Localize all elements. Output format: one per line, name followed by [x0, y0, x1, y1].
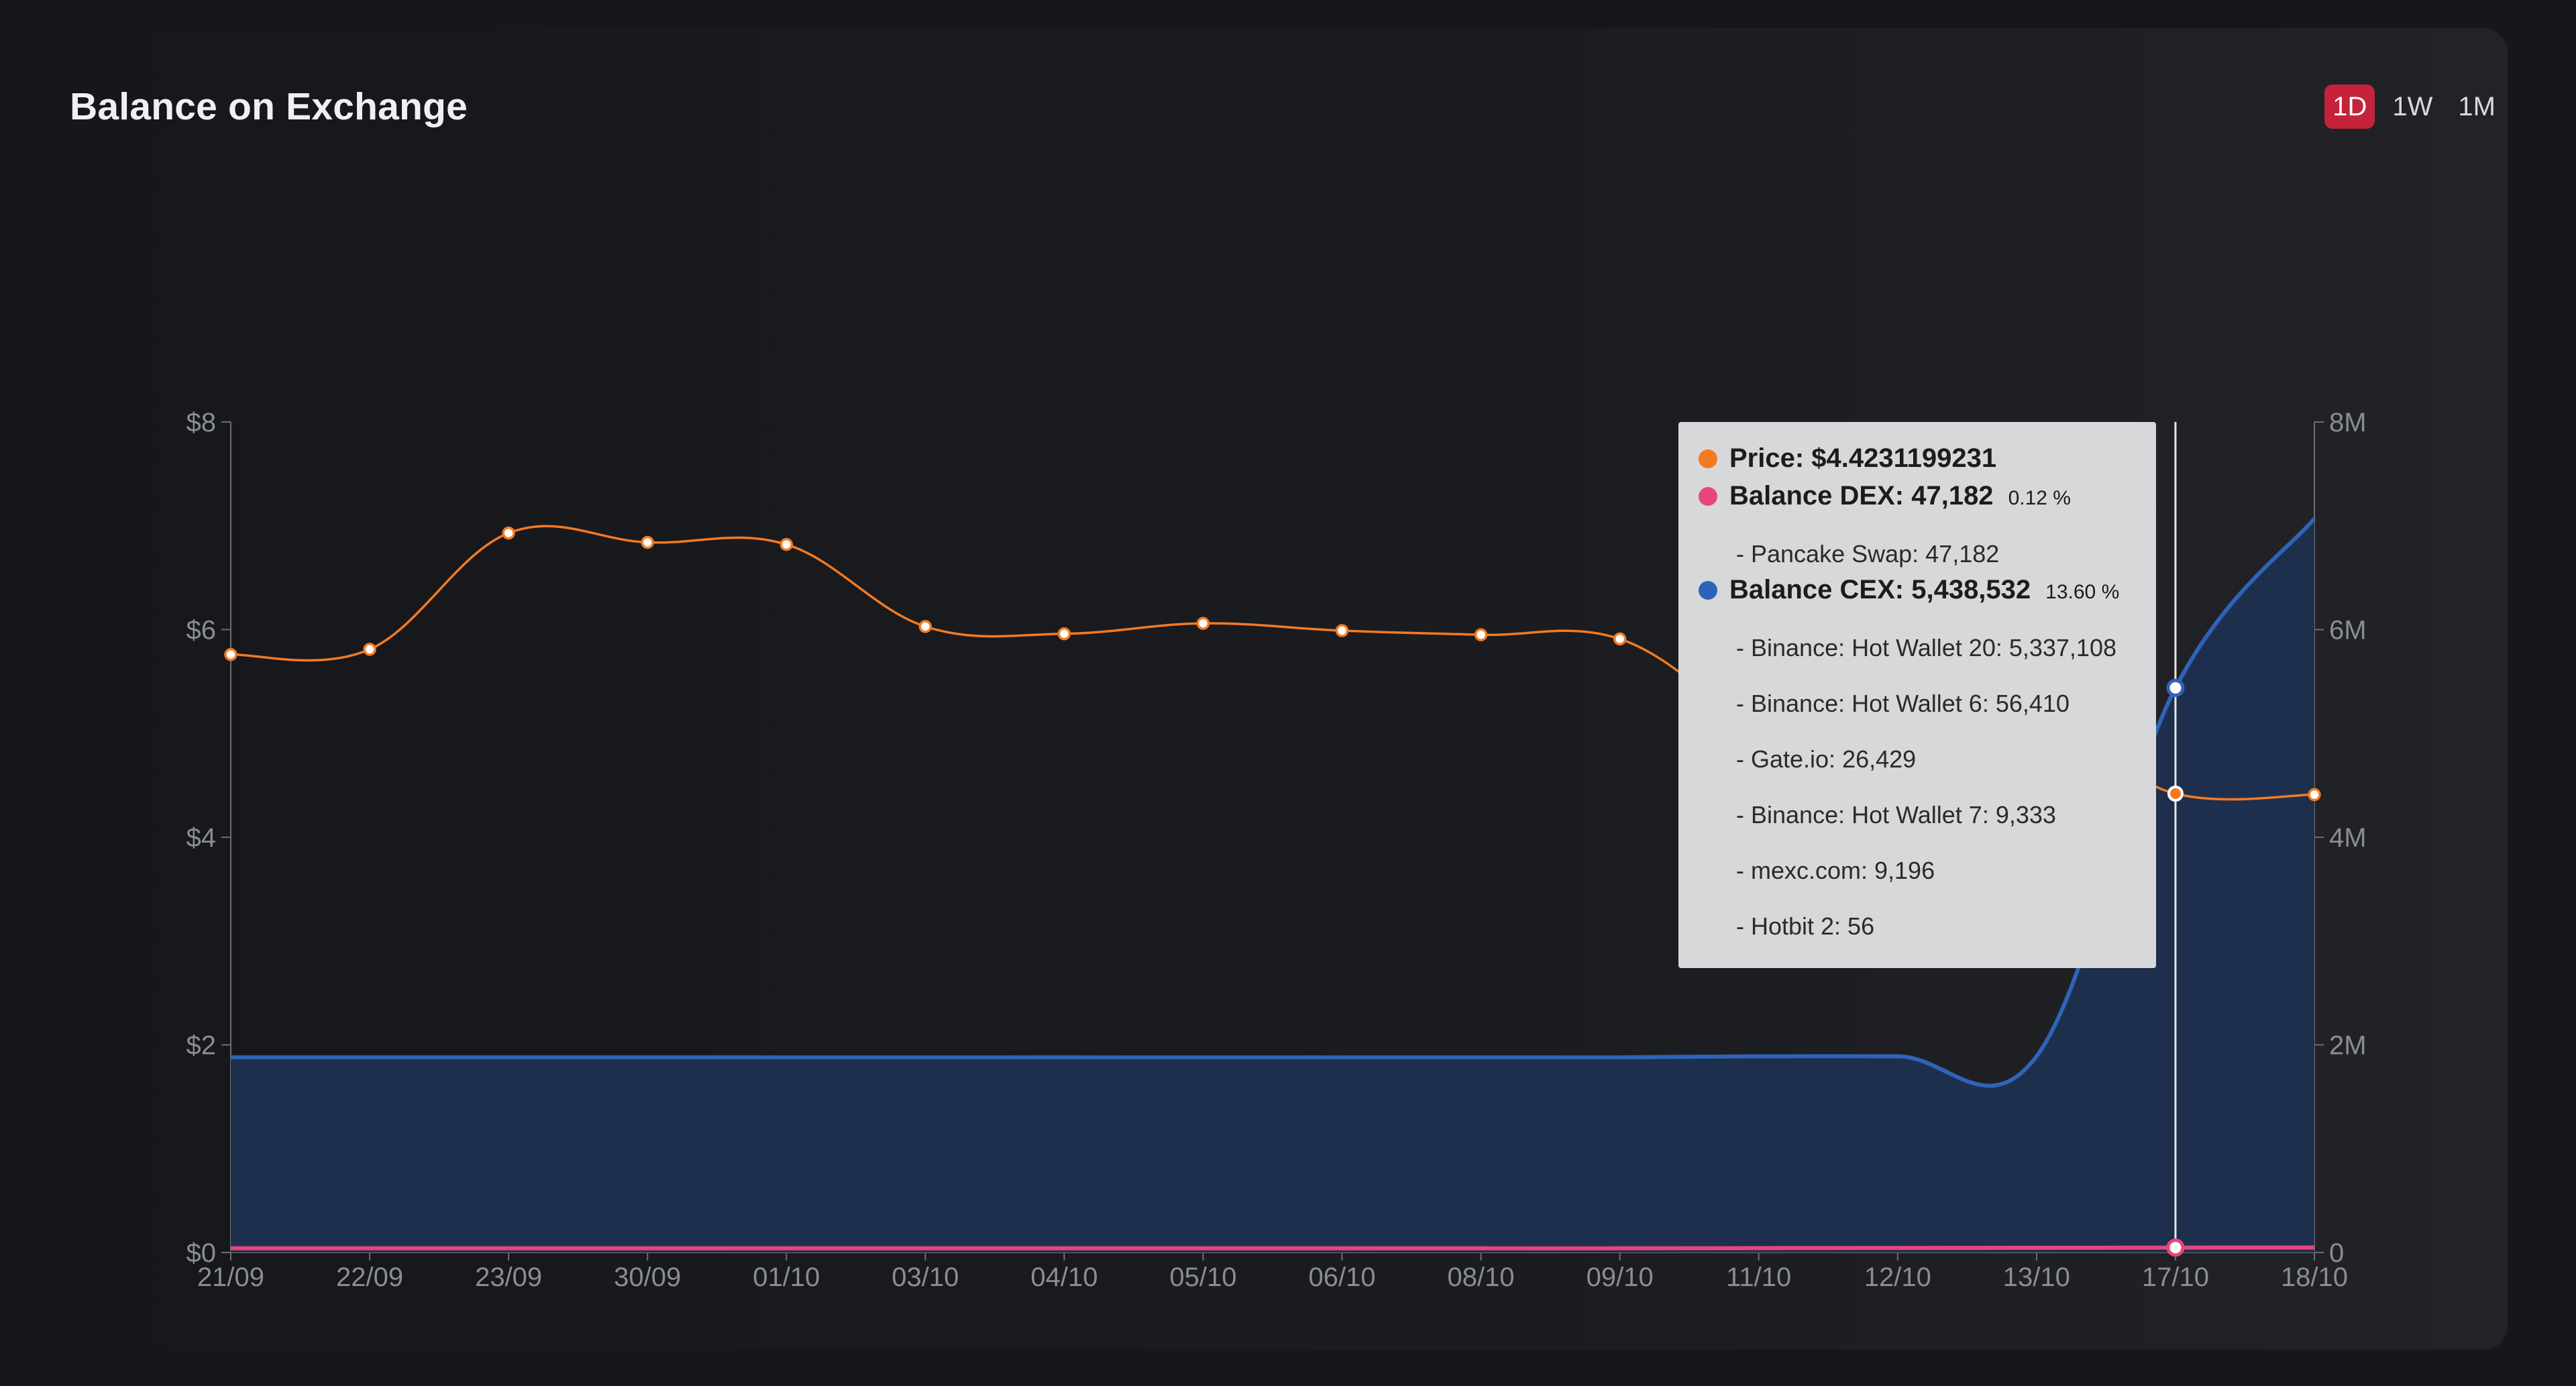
range-1d-button[interactable]: 1D — [2324, 85, 2375, 129]
dex-highlight-point — [2166, 1238, 2185, 1257]
tooltip-cex-source: - mexc.com: 9,196 — [1736, 857, 1935, 884]
price-point — [363, 643, 376, 656]
x-tick-label: 21/09 — [197, 1263, 264, 1292]
price-point — [641, 535, 654, 549]
tooltip-dex-source: - Pancake Swap: 47,182 — [1736, 540, 2000, 568]
x-tick-label: 09/10 — [1587, 1263, 1654, 1292]
range-1m-button[interactable]: 1M — [2458, 91, 2496, 121]
chart-title: Balance on Exchange — [70, 85, 468, 128]
y-right-tick-label: 8M — [2329, 408, 2367, 437]
tooltip-price: Price: $4.4231199231 — [1729, 443, 1997, 473]
x-tick-label: 17/10 — [2142, 1263, 2209, 1292]
x-tick-label: 04/10 — [1030, 1263, 1097, 1292]
y-left-tick-label: $6 — [186, 616, 217, 645]
chart-tooltip: Price: $4.4231199231 Balance DEX: 47,182… — [1678, 422, 2156, 968]
x-tick-label: 30/09 — [614, 1263, 681, 1292]
price-point — [918, 620, 932, 633]
y-left-tick-label: $0 — [186, 1238, 217, 1268]
tooltip-cex: Balance CEX: 5,438,532 — [1729, 575, 2031, 604]
price-point — [2308, 788, 2321, 802]
x-tick-label: 11/10 — [1726, 1263, 1791, 1292]
tooltip-dex: Balance DEX: 47,182 — [1729, 481, 1994, 511]
x-tick-label: 01/10 — [753, 1263, 820, 1292]
tooltip-cex-source: - Gate.io: 26,429 — [1736, 745, 1917, 773]
range-selector: 1D 1W 1M — [2324, 85, 2504, 129]
y-right-tick-label: 6M — [2329, 616, 2367, 645]
x-tick-label: 22/09 — [336, 1263, 403, 1292]
price-point — [502, 526, 515, 540]
tooltip-cex-source: - Binance: Hot Wallet 7: 9,333 — [1736, 801, 2056, 829]
price-point — [1057, 627, 1071, 641]
x-tick-label: 08/10 — [1448, 1263, 1515, 1292]
y-left-tick-label: $2 — [186, 1031, 217, 1061]
tooltip-cex-source: - Hotbit 2: 56 — [1736, 912, 1875, 940]
dex-dot-icon — [1699, 487, 1717, 506]
price-point — [1196, 617, 1210, 630]
x-tick-label: 13/10 — [2003, 1263, 2070, 1292]
y-right-tick-label: 4M — [2329, 823, 2367, 853]
price-point — [224, 647, 237, 661]
price-point — [1474, 628, 1488, 641]
tooltip-cex-source: - Binance: Hot Wallet 20: 5,337,108 — [1736, 634, 2116, 661]
price-dot-icon — [1699, 449, 1717, 468]
x-tick-label: 12/10 — [1864, 1263, 1931, 1292]
cex-highlight-point — [2166, 678, 2185, 697]
y-left-tick-label: $8 — [186, 408, 217, 437]
tooltip-price-row: Price: $4.4231199231 — [1699, 443, 1996, 474]
x-tick-label: 23/09 — [475, 1263, 542, 1292]
range-1w-button[interactable]: 1W — [2392, 91, 2433, 121]
tooltip-dex-row: Balance DEX: 47,182 0.12 % — [1699, 481, 2071, 511]
x-tick-label: 05/10 — [1169, 1263, 1236, 1292]
cex-series-line — [231, 517, 2316, 1088]
y-right-tick-label: 2M — [2329, 1031, 2367, 1061]
x-tick-label: 03/10 — [892, 1263, 959, 1292]
price-point — [780, 537, 794, 551]
tooltip-cex-source: - Binance: Hot Wallet 6: 56,410 — [1736, 690, 2070, 717]
x-tick-label: 06/10 — [1308, 1263, 1375, 1292]
y-left-tick-label: $4 — [186, 823, 217, 853]
cex-dot-icon — [1699, 581, 1717, 600]
price-point — [1613, 632, 1627, 646]
y-right-tick-label: 0 — [2329, 1238, 2344, 1268]
x-tick-label: 18/10 — [2281, 1263, 2348, 1292]
cex-area-fill — [231, 518, 2314, 1252]
price-point — [1335, 624, 1349, 637]
tooltip-cex-row: Balance CEX: 5,438,532 13.60 % — [1699, 575, 2119, 605]
price-point — [2167, 786, 2184, 802]
tooltip-dex-pct: 0.12 % — [2008, 487, 2071, 509]
tooltip-cex-pct: 13.60 % — [2045, 581, 2120, 603]
